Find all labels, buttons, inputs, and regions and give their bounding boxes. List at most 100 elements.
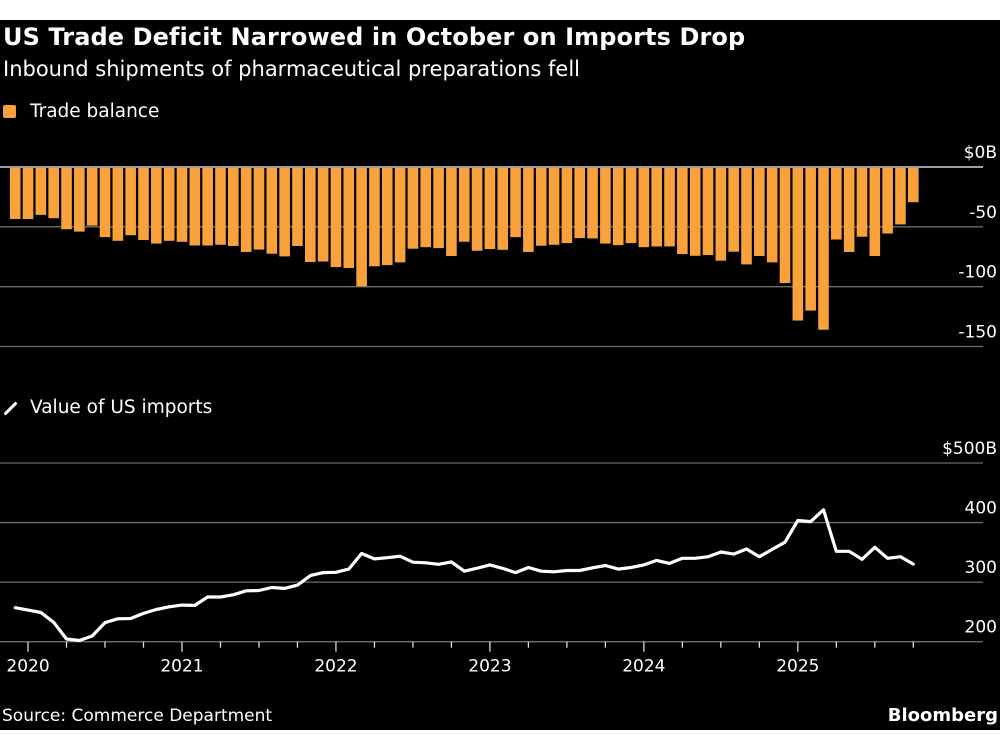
bar (74, 168, 85, 232)
bar (215, 168, 226, 245)
bar (715, 168, 727, 261)
bar (600, 168, 611, 244)
bar (112, 168, 124, 241)
bar (48, 168, 59, 219)
legend-square-icon (3, 105, 16, 118)
x-tick-label: 2020 (6, 657, 49, 677)
bar (266, 168, 278, 254)
bar (330, 168, 342, 268)
bar (535, 168, 547, 246)
bar (497, 168, 509, 250)
x-tick-label: 2023 (468, 657, 511, 677)
legend-trade-balance: Trade balance (3, 101, 159, 122)
bar-y-tick-label: $0B (964, 143, 997, 163)
bar (458, 168, 470, 242)
x-axis: 2020 2021 2022 2023 2024 2025 (6, 641, 914, 677)
legend-imports: Value of US imports (3, 397, 212, 418)
line-chart-gridlines (0, 462, 983, 643)
bar (471, 168, 483, 251)
bar (561, 168, 573, 244)
bar (176, 168, 188, 242)
bloomberg-logo: Bloomberg (887, 705, 998, 726)
bar (677, 168, 688, 255)
line-y-tick-label: 400 (965, 499, 997, 519)
bar (843, 168, 855, 252)
imports-line (13, 508, 915, 643)
bar (741, 168, 752, 265)
bar (189, 168, 201, 246)
bar (869, 168, 881, 257)
x-tick-label: 2022 (314, 657, 357, 677)
bar-series-trade-balance (9, 168, 919, 330)
bar (343, 168, 355, 268)
bar (86, 168, 98, 226)
legend-label-trade-balance: Trade balance (30, 101, 160, 122)
line-y-tick-label: 300 (965, 558, 997, 578)
bar (61, 168, 72, 230)
bar (22, 168, 34, 220)
bar-chart-y-tick-labels: $0B -50 -100 -150 (958, 143, 997, 343)
bar (856, 168, 868, 237)
bar (779, 168, 791, 284)
bar (523, 168, 534, 252)
bar (664, 168, 675, 247)
bar (163, 168, 175, 241)
bar (587, 168, 598, 239)
x-tick-label: 2025 (776, 657, 819, 677)
bar (548, 168, 560, 245)
line-series-imports (13, 508, 915, 643)
source-note: Source: Commerce Department (2, 706, 273, 726)
bar (766, 168, 778, 263)
bar (882, 168, 893, 234)
bar (792, 168, 804, 321)
bar (240, 168, 252, 252)
bar (253, 168, 265, 250)
bar (407, 168, 419, 249)
bar (612, 168, 624, 246)
bar (831, 168, 842, 240)
bar (381, 168, 393, 266)
bar (754, 168, 765, 257)
chart-title: US Trade Deficit Narrowed in October on … (3, 23, 746, 51)
bar (895, 168, 906, 225)
bar-y-tick-label: -150 (958, 323, 997, 343)
bar (356, 168, 367, 287)
bar (9, 168, 21, 220)
chart-subtitle: Inbound shipments of pharmaceutical prep… (3, 57, 580, 81)
bar (484, 168, 496, 250)
bar (908, 168, 919, 203)
bar (510, 168, 521, 238)
bar (689, 168, 701, 256)
bar (728, 168, 739, 252)
line-y-tick-label: 200 (965, 618, 997, 638)
bar (805, 168, 816, 311)
bar (625, 168, 637, 244)
bar (420, 168, 432, 248)
bar (202, 168, 213, 246)
bar (99, 168, 111, 238)
bar (304, 168, 316, 263)
bar (394, 168, 406, 263)
bar (151, 168, 162, 244)
bar (317, 168, 329, 262)
bar-y-tick-label: -100 (958, 263, 997, 283)
line-y-tick-label: $500B (942, 439, 997, 459)
bar-y-tick-label: -50 (969, 203, 997, 223)
bar (574, 168, 586, 239)
bar (279, 168, 290, 257)
chart-panel (0, 20, 1000, 730)
legend-label-imports: Value of US imports (30, 397, 213, 418)
bar (702, 168, 714, 256)
bar (138, 168, 149, 240)
x-tick-label: 2021 (160, 657, 203, 677)
bar (369, 168, 380, 267)
bar (651, 168, 662, 247)
bar (433, 168, 444, 249)
bar (35, 168, 47, 215)
bar (228, 168, 239, 246)
bar (638, 168, 650, 248)
line-chart-y-tick-labels: $500B 400 300 200 (942, 439, 997, 638)
bar (818, 168, 829, 330)
bar (292, 168, 303, 246)
